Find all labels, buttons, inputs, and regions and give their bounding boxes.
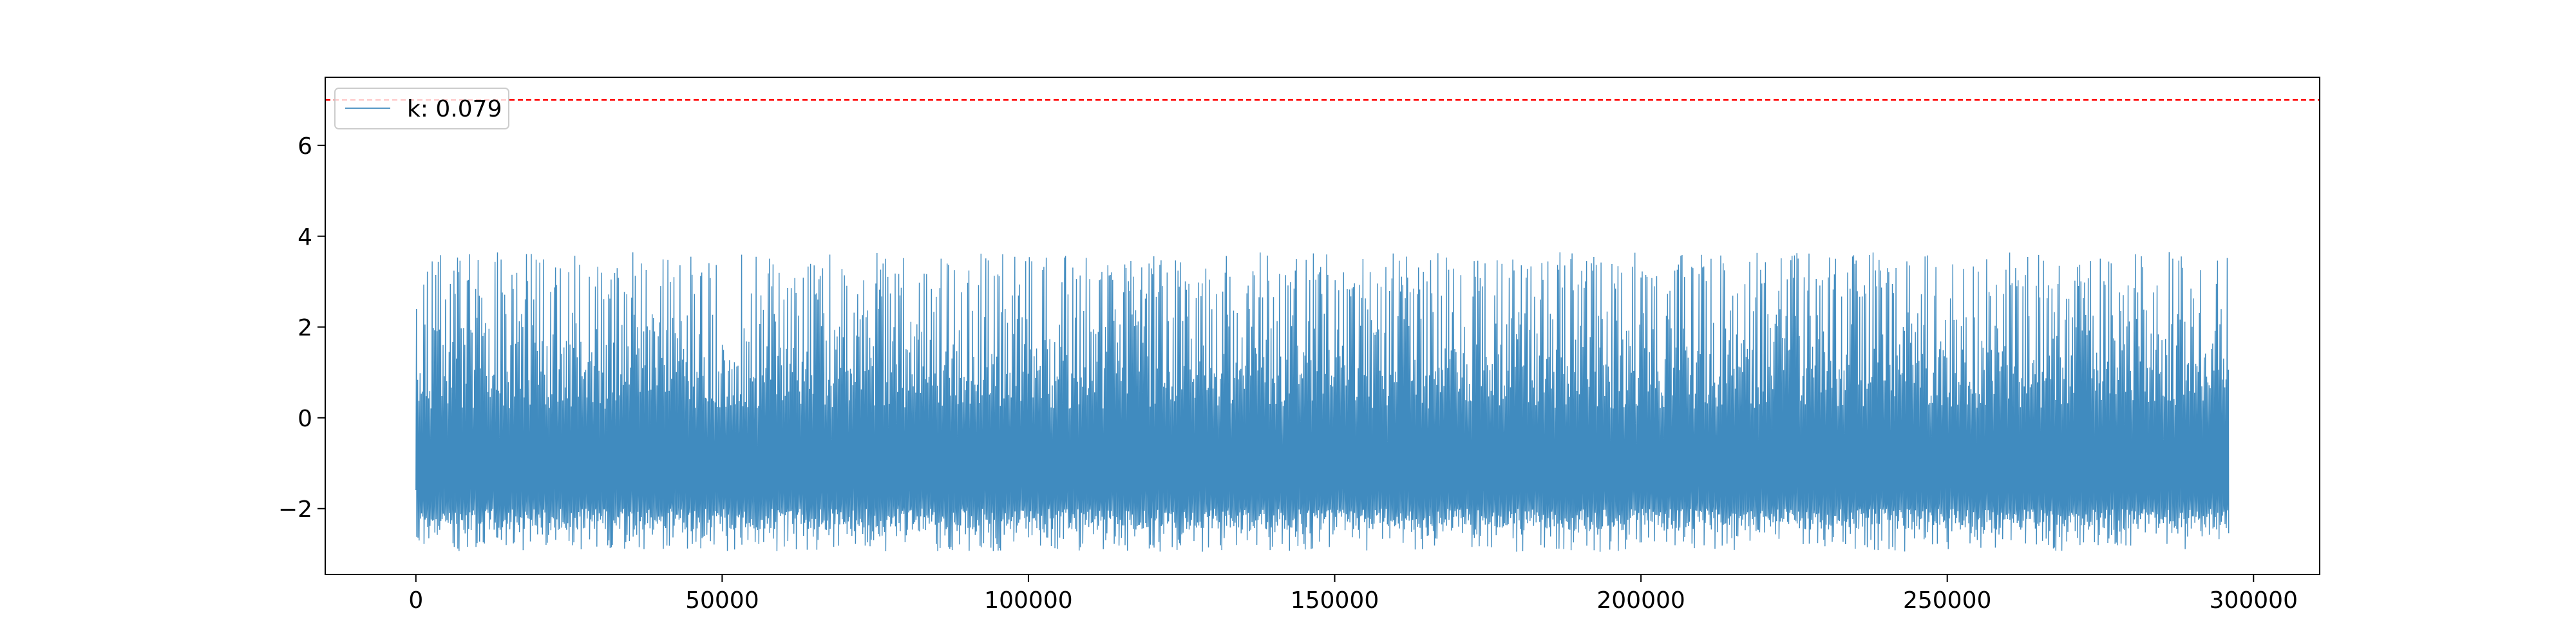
legend-label: k: 0.079 [407, 96, 502, 122]
x-tick-label: 300000 [2210, 587, 2298, 614]
y-tick-label: 0 [298, 406, 312, 432]
y-tick-label: 6 [298, 133, 312, 160]
y-tick-label: 2 [298, 315, 312, 341]
legend: k: 0.079 [334, 88, 509, 129]
series-layer [415, 252, 2230, 552]
y-tick-label: 4 [298, 224, 312, 251]
series-line [415, 252, 2230, 552]
x-tick-label: 250000 [1903, 587, 1991, 614]
x-tick-label: 50000 [685, 587, 759, 614]
y-axis: −2 0 2 4 6 [278, 133, 325, 523]
x-tick-label: 150000 [1291, 587, 1379, 614]
x-tick-label: 0 [408, 587, 423, 614]
axes-frame [325, 77, 2320, 575]
y-tick-label: −2 [278, 497, 312, 523]
legend-box [334, 88, 509, 129]
x-tick-label: 100000 [984, 587, 1072, 614]
x-tick-label: 200000 [1596, 587, 1685, 614]
x-axis: 0 50000 100000 150000 200000 250000 300000 [408, 574, 2298, 614]
